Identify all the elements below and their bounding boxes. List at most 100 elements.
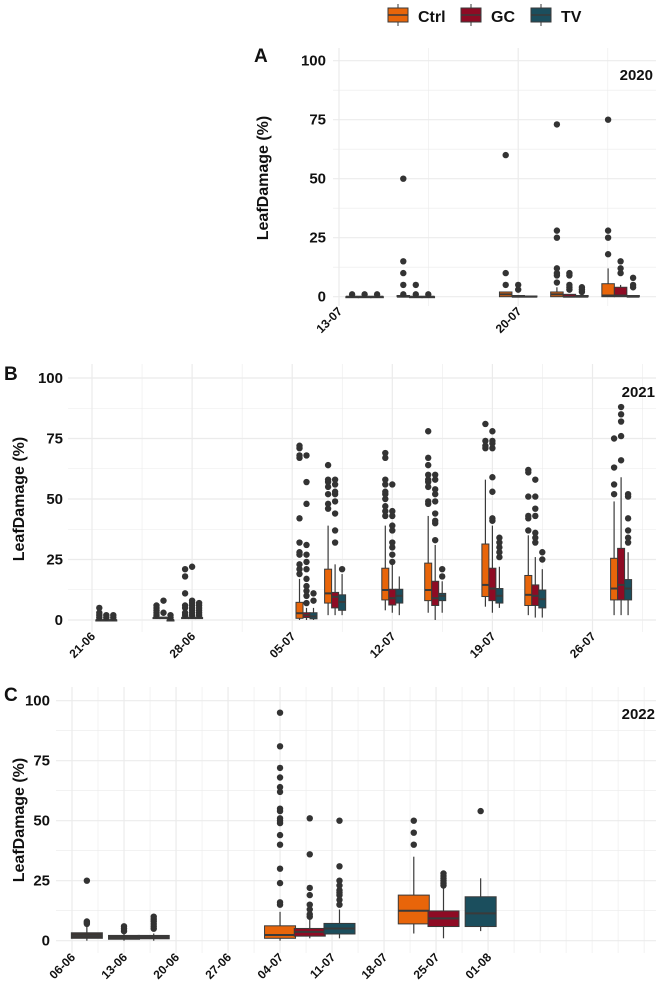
outlier-point <box>336 887 343 894</box>
outlier-point <box>624 490 632 498</box>
outlier-point <box>306 815 313 822</box>
outlier-point <box>489 488 496 495</box>
outlier-point <box>489 444 496 452</box>
outlier-point <box>617 269 624 277</box>
legend-item-ctrl: Ctrl <box>387 4 446 26</box>
x-tick-label: 26-07 <box>567 629 599 661</box>
box <box>424 562 433 602</box>
outlier-point <box>553 234 561 241</box>
outlier-point <box>515 286 522 293</box>
outlier-point <box>331 476 339 483</box>
box-tv-26-06 <box>166 611 175 622</box>
box-tv-22-07 <box>538 549 547 618</box>
outlier-point <box>181 590 189 597</box>
box-gc-08-07 <box>331 476 340 616</box>
box-ctrl-16-07 <box>396 175 411 298</box>
x-tick-label: 04-07 <box>255 950 287 982</box>
box-tv-20-07 <box>523 295 538 298</box>
outlier-point <box>553 227 561 234</box>
year-label-2020: 2020 <box>620 67 653 84</box>
outlier-point <box>604 227 612 234</box>
outlier-point <box>310 597 317 604</box>
box <box>613 286 628 298</box>
outlier-point <box>188 563 196 570</box>
outlier-point <box>296 442 303 449</box>
outlier-point <box>310 590 317 597</box>
gridlines <box>68 364 656 632</box>
outlier-point <box>432 476 439 483</box>
outlier-point <box>425 461 432 469</box>
outlier-point <box>432 510 439 517</box>
outlier-point <box>389 481 396 488</box>
legend-key-gc <box>460 4 482 26</box>
box <box>617 547 626 601</box>
outlier-point <box>389 544 396 551</box>
outlier-point <box>400 291 407 298</box>
outlier-point <box>532 512 539 520</box>
box-gc-12-07 <box>388 481 397 613</box>
box-tv-16-07 <box>421 291 436 299</box>
outlier-point <box>153 602 160 609</box>
outlier-point <box>382 449 389 457</box>
outlier-point <box>502 151 509 159</box>
outlier-point <box>629 274 637 282</box>
legend-label-ctrl: Ctrl <box>418 9 446 26</box>
outlier-point <box>624 515 632 522</box>
box-gc-22-07 <box>562 269 577 298</box>
outlier-point <box>496 549 503 556</box>
outlier-point <box>539 549 546 556</box>
outlier-point <box>303 575 310 583</box>
outlier-point <box>306 851 313 858</box>
box <box>397 894 430 925</box>
outlier-point <box>489 428 496 435</box>
outlier-point <box>425 476 432 483</box>
box-tv-31-07 <box>464 807 497 932</box>
outlier-point <box>389 512 396 520</box>
outlier-point <box>373 291 381 298</box>
box-tv-15-07 <box>438 565 447 613</box>
outlier-point <box>515 281 522 289</box>
outlier-point <box>306 884 313 892</box>
y-tick-label: 0 <box>42 933 50 950</box>
box <box>464 896 497 928</box>
outlier-point <box>617 265 624 272</box>
box-ctrl-19-07 <box>481 420 490 607</box>
outlier-point <box>348 291 356 298</box>
outlier-point <box>296 515 303 522</box>
outlier-point <box>331 539 339 546</box>
outlier-point <box>382 476 389 483</box>
panel-c: C 2022 LeafDamage (%) 0 25 50 75 100 06-06 13-… <box>4 685 656 982</box>
x-tick-label: 12-07 <box>367 629 399 661</box>
box-tv-08-07 <box>338 565 347 616</box>
outlier-point <box>296 561 303 568</box>
y-tick-label: 25 <box>309 230 326 247</box>
box-gc-24-07 <box>613 258 628 298</box>
outlier-point <box>432 498 439 505</box>
box-tv-12-07 <box>323 817 356 939</box>
year-label-2022: 2022 <box>622 706 655 723</box>
outlier-point <box>624 527 632 534</box>
outlier-point <box>604 251 612 258</box>
box-ctrl-08-07 <box>324 461 333 616</box>
outlier-point <box>400 269 407 277</box>
outlier-point <box>303 558 310 566</box>
box <box>388 588 397 606</box>
outlier-point <box>489 474 496 481</box>
outlier-point <box>296 570 303 578</box>
y-tick-label: 0 <box>55 612 63 629</box>
y-tick-label: 75 <box>46 431 63 448</box>
outlier-point <box>425 454 432 462</box>
outlier-point <box>604 234 612 241</box>
outlier-point <box>502 281 509 289</box>
outlier-point <box>389 551 396 558</box>
outlier-point <box>400 175 407 182</box>
legend-label-tv: TV <box>561 9 582 26</box>
outlier-point <box>532 505 539 512</box>
gridlines <box>56 687 656 953</box>
outlier-point <box>553 265 561 272</box>
x-tick-label: 18-07 <box>359 950 391 982</box>
legend-item-gc: GC <box>460 4 515 26</box>
y-tick-label: 25 <box>33 873 50 890</box>
box-gc-22-06 <box>102 611 111 622</box>
y-tick-label: 100 <box>301 53 326 70</box>
